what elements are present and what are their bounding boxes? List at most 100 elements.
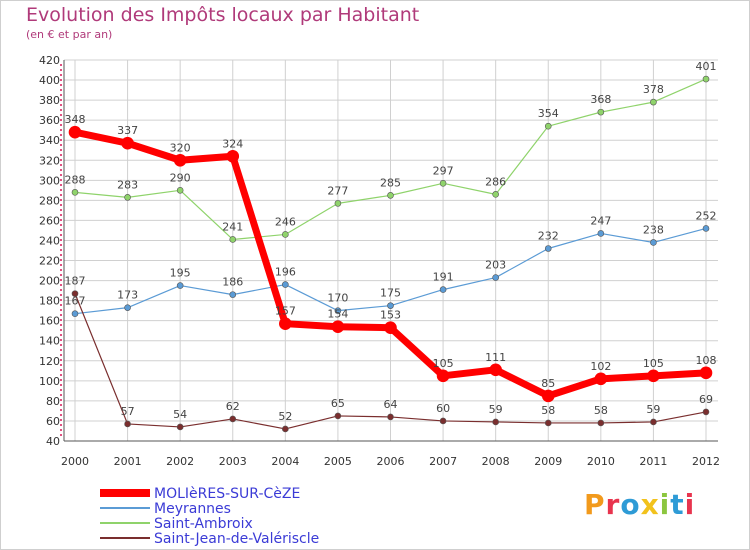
data-label: 105 <box>643 357 664 370</box>
data-point <box>492 191 499 198</box>
data-label: 187 <box>65 275 86 288</box>
data-point <box>650 239 657 246</box>
y-tick-label: 80 <box>46 395 60 408</box>
data-point <box>597 230 605 237</box>
data-point <box>71 310 79 317</box>
data-point <box>387 192 394 199</box>
data-label: 65 <box>331 397 345 410</box>
legend: MOLIèRES-SUR-CèZEMeyrannesSaint-AmbroixS… <box>100 486 319 547</box>
logo-letter: o <box>620 488 641 521</box>
data-point <box>702 408 710 416</box>
data-point <box>282 231 289 238</box>
legend-label: Saint-Jean-de-Valériscle <box>154 531 319 547</box>
logo-letter: x <box>640 488 660 521</box>
data-point <box>541 389 555 403</box>
data-label: 324 <box>222 137 243 150</box>
y-tick-label: 120 <box>39 355 60 368</box>
data-label: 62 <box>226 400 240 413</box>
logo-letter: t <box>670 488 685 521</box>
data-point <box>544 419 552 427</box>
data-point <box>594 372 608 386</box>
data-label: 59 <box>489 403 503 416</box>
data-point <box>650 418 657 426</box>
chart-title: Evolution des Impôts locaux par Habitant <box>26 4 420 26</box>
data-label: 153 <box>380 309 401 322</box>
data-point <box>229 415 237 423</box>
data-point <box>279 317 292 330</box>
data-label: 58 <box>594 404 608 417</box>
data-point <box>124 194 131 201</box>
data-point <box>176 187 184 194</box>
data-label: 277 <box>327 184 348 197</box>
logo-letter: r <box>605 488 621 521</box>
data-point <box>229 236 237 243</box>
data-point <box>334 412 342 420</box>
x-tick-label: 2008 <box>482 455 510 468</box>
data-label: 401 <box>696 60 717 73</box>
y-tick-label: 160 <box>39 315 60 328</box>
logo-letter: P <box>584 488 606 521</box>
data-point <box>121 136 134 150</box>
data-point <box>68 125 82 139</box>
data-label: 241 <box>222 220 243 233</box>
y-tick-label: 260 <box>39 214 60 227</box>
data-label: 378 <box>643 83 664 96</box>
data-point <box>702 225 710 232</box>
y-tick-label: 400 <box>39 74 60 87</box>
data-point <box>439 180 447 187</box>
y-tick-label: 320 <box>39 154 60 167</box>
logo-letter: i <box>684 488 696 521</box>
data-point <box>492 418 499 426</box>
data-label: 85 <box>541 377 555 390</box>
data-label: 337 <box>117 124 138 137</box>
legend-label: Meyrannes <box>154 501 231 517</box>
y-tick-label: 360 <box>39 114 60 127</box>
data-label: 105 <box>433 357 454 370</box>
data-point <box>282 281 289 288</box>
data-label: 102 <box>590 360 611 373</box>
data-point <box>544 122 552 130</box>
data-point <box>71 189 79 196</box>
data-label: 247 <box>590 214 611 227</box>
x-tick-label: 2010 <box>587 455 615 468</box>
x-tick-label: 2003 <box>219 455 247 468</box>
data-label: 175 <box>380 287 401 300</box>
data-label: 196 <box>275 266 296 279</box>
data-label: 195 <box>170 267 191 280</box>
data-label: 290 <box>170 171 191 184</box>
data-point <box>124 304 131 311</box>
data-point <box>334 307 342 314</box>
legend-label: MOLIèRES-SUR-CèZE <box>154 486 300 502</box>
data-label: 108 <box>696 354 717 367</box>
y-tick-label: 300 <box>39 174 60 187</box>
proxiti-logo: Proxiti <box>584 488 695 521</box>
data-point <box>647 369 660 383</box>
data-point <box>544 245 552 252</box>
data-label: 186 <box>222 276 243 289</box>
data-label: 252 <box>696 209 717 222</box>
data-point <box>229 291 237 298</box>
data-label: 157 <box>275 305 296 318</box>
data-point <box>226 149 240 163</box>
data-point <box>702 75 710 83</box>
x-tick-label: 2011 <box>639 455 667 468</box>
data-point <box>384 321 397 335</box>
data-label: 285 <box>380 176 401 189</box>
x-tick-label: 2000 <box>61 455 89 468</box>
data-label: 283 <box>117 178 138 191</box>
data-label: 320 <box>170 141 191 154</box>
x-tick-label: 2006 <box>377 455 405 468</box>
data-point <box>492 274 499 281</box>
data-point <box>597 108 605 116</box>
data-label: 354 <box>538 107 559 120</box>
logo-letter: i <box>659 488 671 521</box>
data-label: 54 <box>173 408 187 421</box>
y-tick-label: 280 <box>39 194 60 207</box>
data-point <box>331 320 345 334</box>
data-point <box>176 423 184 431</box>
data-label: 203 <box>485 259 506 272</box>
series <box>68 75 713 433</box>
data-labels: 288 283 290 241 246 277 285 297 286 354 368 378 401 1… <box>65 60 717 423</box>
y-tick-label: 140 <box>39 335 60 348</box>
